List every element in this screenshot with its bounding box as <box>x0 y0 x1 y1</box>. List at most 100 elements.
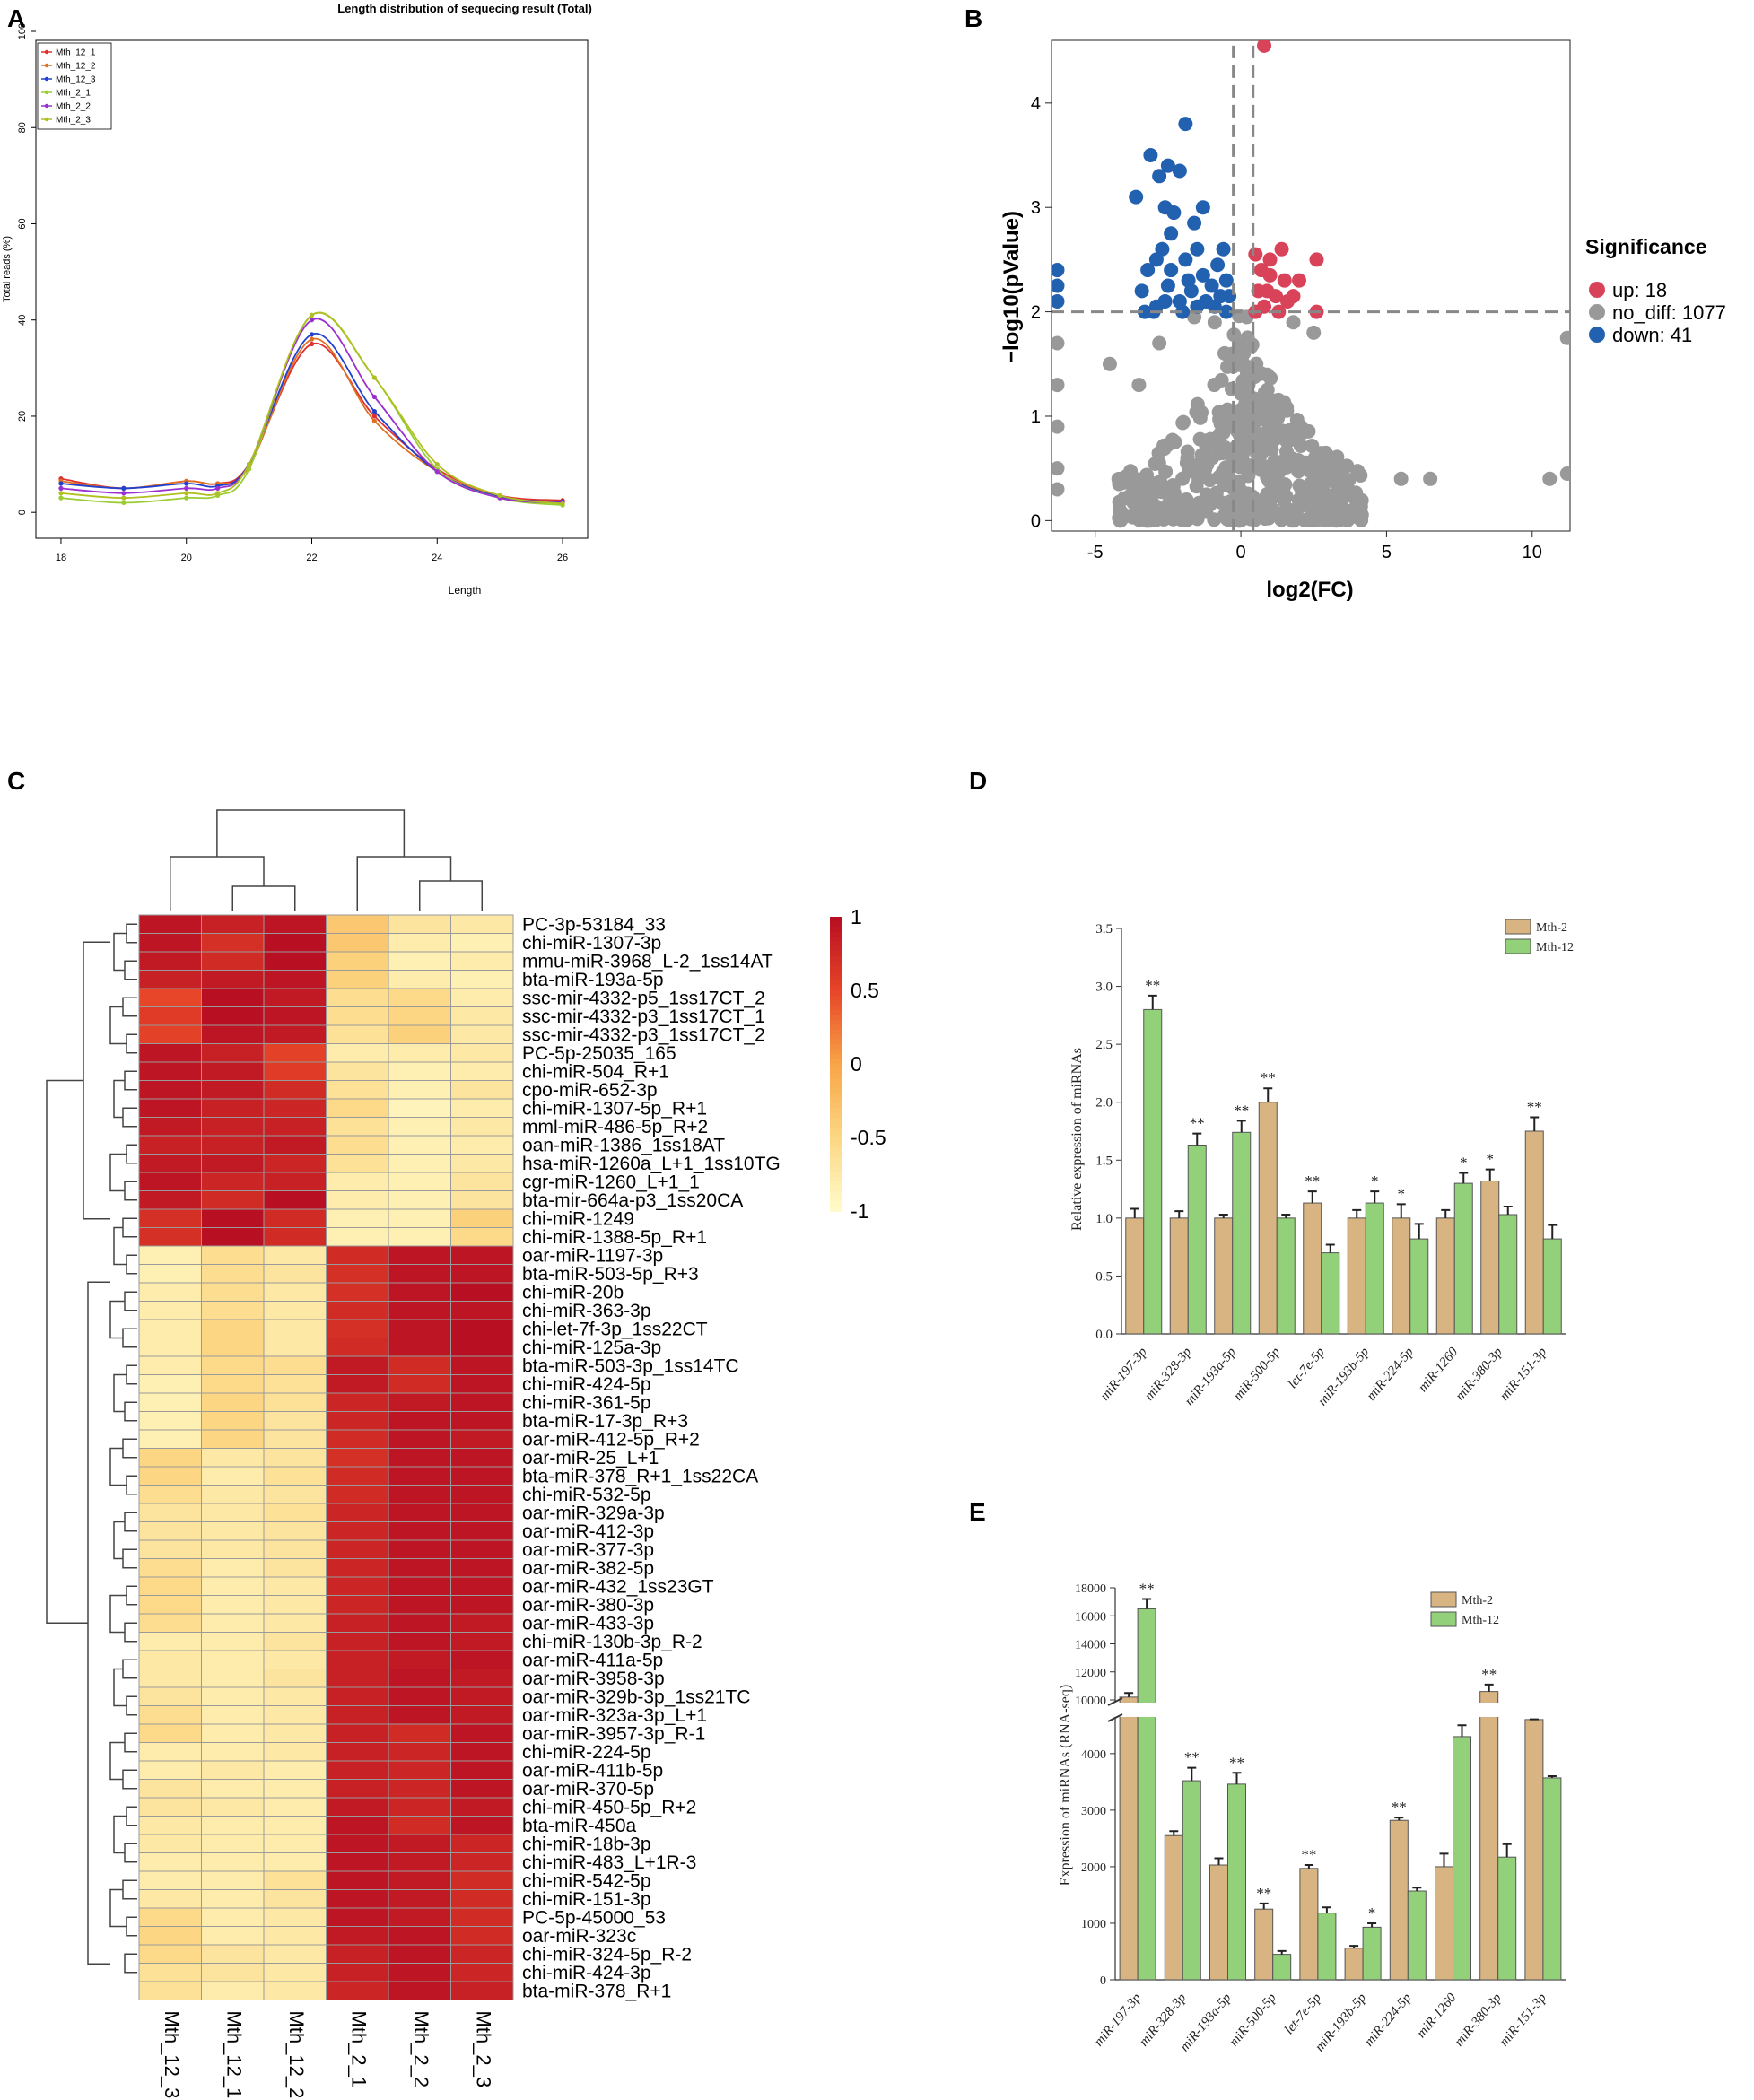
panel-letter-c: C <box>7 767 25 795</box>
heatmap-cell <box>450 1061 514 1081</box>
chart-a-xlabel: Length <box>449 584 482 597</box>
chart-a-legend-box <box>37 42 112 130</box>
chart-a-point <box>184 491 189 496</box>
heatmap-cell <box>388 933 451 953</box>
heatmap-cell <box>138 1797 202 1817</box>
chart-a-point <box>247 461 252 467</box>
heatmap-cell <box>201 1632 265 1651</box>
chart-e-bar <box>1164 1834 1183 1981</box>
heatmap-cell <box>450 1723 514 1743</box>
heatmap-cell <box>450 1172 514 1191</box>
heatmap-row-dendrogram-branch <box>113 1079 125 1119</box>
chart-d-error-bar <box>1307 1190 1317 1204</box>
heatmap-cell <box>138 1889 202 1909</box>
heatmap-cell <box>138 1503 202 1522</box>
heatmap-cell <box>138 1117 202 1137</box>
heatmap-row-label: oar-miR-412-5p_R+2 <box>522 1430 700 1451</box>
heatmap-cell <box>201 1834 265 1853</box>
heatmap-cell <box>450 1613 514 1633</box>
chart-d-significance: ** <box>1190 1115 1205 1132</box>
chart-b-point-nodiff <box>1240 486 1255 501</box>
heatmap-cell <box>201 1227 265 1247</box>
chart-a-series-line <box>60 311 563 505</box>
heatmap-cell <box>263 1208 327 1228</box>
heatmap-cell <box>326 1779 389 1799</box>
chart-b-point-up <box>1277 273 1292 288</box>
chart-b-point-down <box>1137 304 1152 319</box>
heatmap-colorbar-label: 0.5 <box>851 979 879 1002</box>
heatmap-cell <box>388 1392 451 1412</box>
chart-b-point-nodiff <box>1235 501 1251 517</box>
heatmap-row-label: oar-miR-411a-5p <box>522 1651 663 1671</box>
chart-b-point-nodiff <box>1190 396 1205 412</box>
panel-letter-e: E <box>969 1498 986 1526</box>
heatmap-colorbar-segment <box>830 1083 842 1090</box>
heatmap-colorbar-label: -1 <box>851 1199 868 1223</box>
heatmap-row-label: bta-miR-378_R+1_1ss22CA <box>522 1467 758 1487</box>
heatmap-colorbar-segment <box>830 1024 842 1031</box>
chart-e-bar <box>1497 1856 1517 1981</box>
chart-d-significance: ** <box>1527 1099 1542 1116</box>
heatmap-colorbar-segment <box>830 1009 842 1016</box>
heatmap-cell <box>388 1154 451 1173</box>
heatmap-row-label: chi-miR-504_R+1 <box>522 1062 669 1083</box>
heatmap-cell <box>388 1650 451 1669</box>
heatmap-row-dendrogram-branch <box>126 1364 137 1385</box>
chart-b-point-nodiff <box>1152 335 1167 351</box>
heatmap-cell <box>263 1539 327 1559</box>
heatmap-colorbar-segment <box>830 1112 842 1120</box>
chart-b-point-down <box>1195 267 1210 283</box>
chart-a-ytick-label: 80 <box>17 122 28 133</box>
heatmap-cell <box>263 1889 327 1909</box>
heatmap-colorbar-segment <box>830 1034 842 1041</box>
heatmap-cell <box>326 933 389 953</box>
chart-e-ytick-label: 0 <box>1100 1974 1106 1988</box>
heatmap-row-dendrogram-branch <box>124 1181 137 1201</box>
heatmap-cell <box>450 1981 514 2000</box>
heatmap-cell <box>263 1154 327 1173</box>
chart-b-point-nodiff <box>1261 468 1276 484</box>
heatmap-cell <box>450 1098 514 1118</box>
heatmap-row-label: ssc-mir-4332-p3_1ss17CT_1 <box>522 1006 765 1027</box>
heatmap-colorbar-segment <box>830 1005 842 1011</box>
chart-a-point <box>371 418 377 423</box>
chart-a-point <box>184 485 189 491</box>
heatmap-colorbar-segment <box>830 1118 842 1124</box>
heatmap-cell <box>138 1264 202 1284</box>
heatmap-cell <box>263 1227 327 1247</box>
heatmap-cell <box>138 1043 202 1063</box>
chart-b-xtick-label: -5 <box>1087 543 1104 562</box>
chart-e-bar <box>1524 1719 1544 1981</box>
heatmap-cell <box>201 1797 265 1817</box>
heatmap-cell <box>138 1154 202 1173</box>
heatmap-cell <box>450 1521 514 1541</box>
heatmap-cell <box>326 1135 389 1155</box>
heatmap-cell <box>263 1613 327 1633</box>
heatmap-cell <box>138 1686 202 1706</box>
heatmap-colorbar-segment <box>830 921 842 928</box>
chart-b-point-nodiff <box>1354 492 1369 508</box>
chart-a-point <box>371 414 377 419</box>
heatmap-cell <box>326 1319 389 1338</box>
chart-a-point <box>58 481 64 486</box>
heatmap-cell <box>388 951 451 971</box>
chart-b-point-nodiff <box>1311 511 1326 527</box>
chart-b-point-nodiff <box>1286 315 1301 330</box>
heatmap-cell <box>450 1503 514 1522</box>
chart-b-legend-label: down: 41 <box>1612 324 1692 346</box>
heatmap-cell <box>201 1963 265 1982</box>
chart-a-point <box>121 485 127 491</box>
heatmap-cell <box>138 1539 202 1559</box>
heatmap-row-label: chi-miR-125a-3p <box>522 1338 661 1358</box>
heatmap-cell <box>450 1264 514 1284</box>
heatmap-row-label: chi-miR-151-3p <box>522 1889 651 1910</box>
heatmap-cell <box>138 1411 202 1431</box>
chart-d-significance: * <box>1398 1185 1406 1202</box>
heatmap-cell <box>450 1466 514 1486</box>
heatmap-row-label: PC-3p-53184_33 <box>522 915 666 936</box>
heatmap-cell <box>388 1172 451 1191</box>
heatmap-cell <box>138 1558 202 1578</box>
chart-b-point-nodiff <box>1214 495 1229 510</box>
chart-a-point <box>215 485 221 491</box>
chart-a-point <box>497 492 502 499</box>
